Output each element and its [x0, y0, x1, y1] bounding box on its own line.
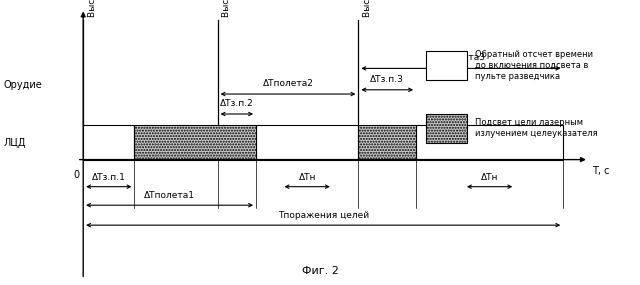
Text: ΔТн: ΔТн: [298, 172, 316, 182]
Text: ΔТз.п.1: ΔТз.п.1: [92, 172, 125, 182]
Text: ΔТполета1: ΔТполета1: [144, 191, 195, 200]
Bar: [416, 125, 563, 160]
Text: Орудие: Орудие: [3, 80, 42, 91]
Text: ΔТз.п.3: ΔТз.п.3: [371, 74, 404, 84]
Bar: [256, 125, 358, 160]
Text: ЛЦД: ЛЦД: [3, 137, 26, 148]
Text: ΔТз.п.2: ΔТз.п.2: [220, 99, 253, 108]
Bar: [358, 125, 416, 160]
Text: 0: 0: [74, 170, 80, 180]
Text: Выстрел 1: Выстрел 1: [88, 0, 97, 17]
Text: ΔТполета3: ΔТполета3: [435, 53, 486, 62]
Text: Фиг. 2: Фиг. 2: [301, 266, 339, 276]
Text: ΔТн: ΔТн: [481, 172, 499, 182]
Text: Тпоражения целей: Тпоражения целей: [278, 211, 369, 220]
Text: T, с: T, с: [592, 166, 609, 176]
Text: Выстрел 3: Выстрел 3: [363, 0, 372, 17]
Text: ΔТполета2: ΔТполета2: [262, 79, 314, 88]
Bar: [426, 114, 467, 142]
Bar: [426, 51, 467, 80]
Text: Подсвет цели лазерным
излучением целеуказателя: Подсвет цели лазерным излучением целеука…: [475, 118, 598, 138]
Text: Выстрел 2: Выстрел 2: [222, 0, 231, 17]
Bar: [134, 125, 256, 160]
Bar: [83, 125, 134, 160]
Text: Обратный отсчет времени
до включения подсвета в
пульте разведчика: Обратный отсчет времени до включения под…: [475, 50, 593, 81]
